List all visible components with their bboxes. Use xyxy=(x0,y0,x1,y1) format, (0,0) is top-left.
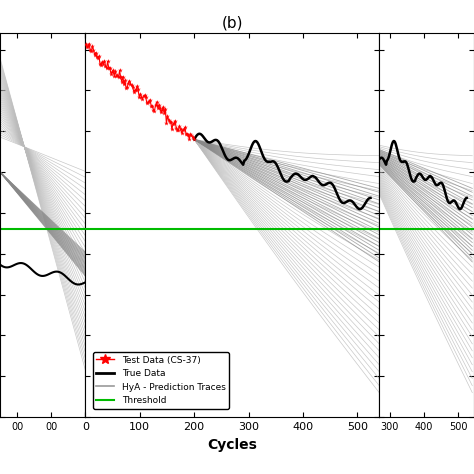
Legend: Test Data (CS-37), True Data, HyA - Prediction Traces, Threshold: Test Data (CS-37), True Data, HyA - Pred… xyxy=(93,352,229,409)
Title: (b): (b) xyxy=(221,16,243,31)
X-axis label: Cycles: Cycles xyxy=(207,438,257,452)
